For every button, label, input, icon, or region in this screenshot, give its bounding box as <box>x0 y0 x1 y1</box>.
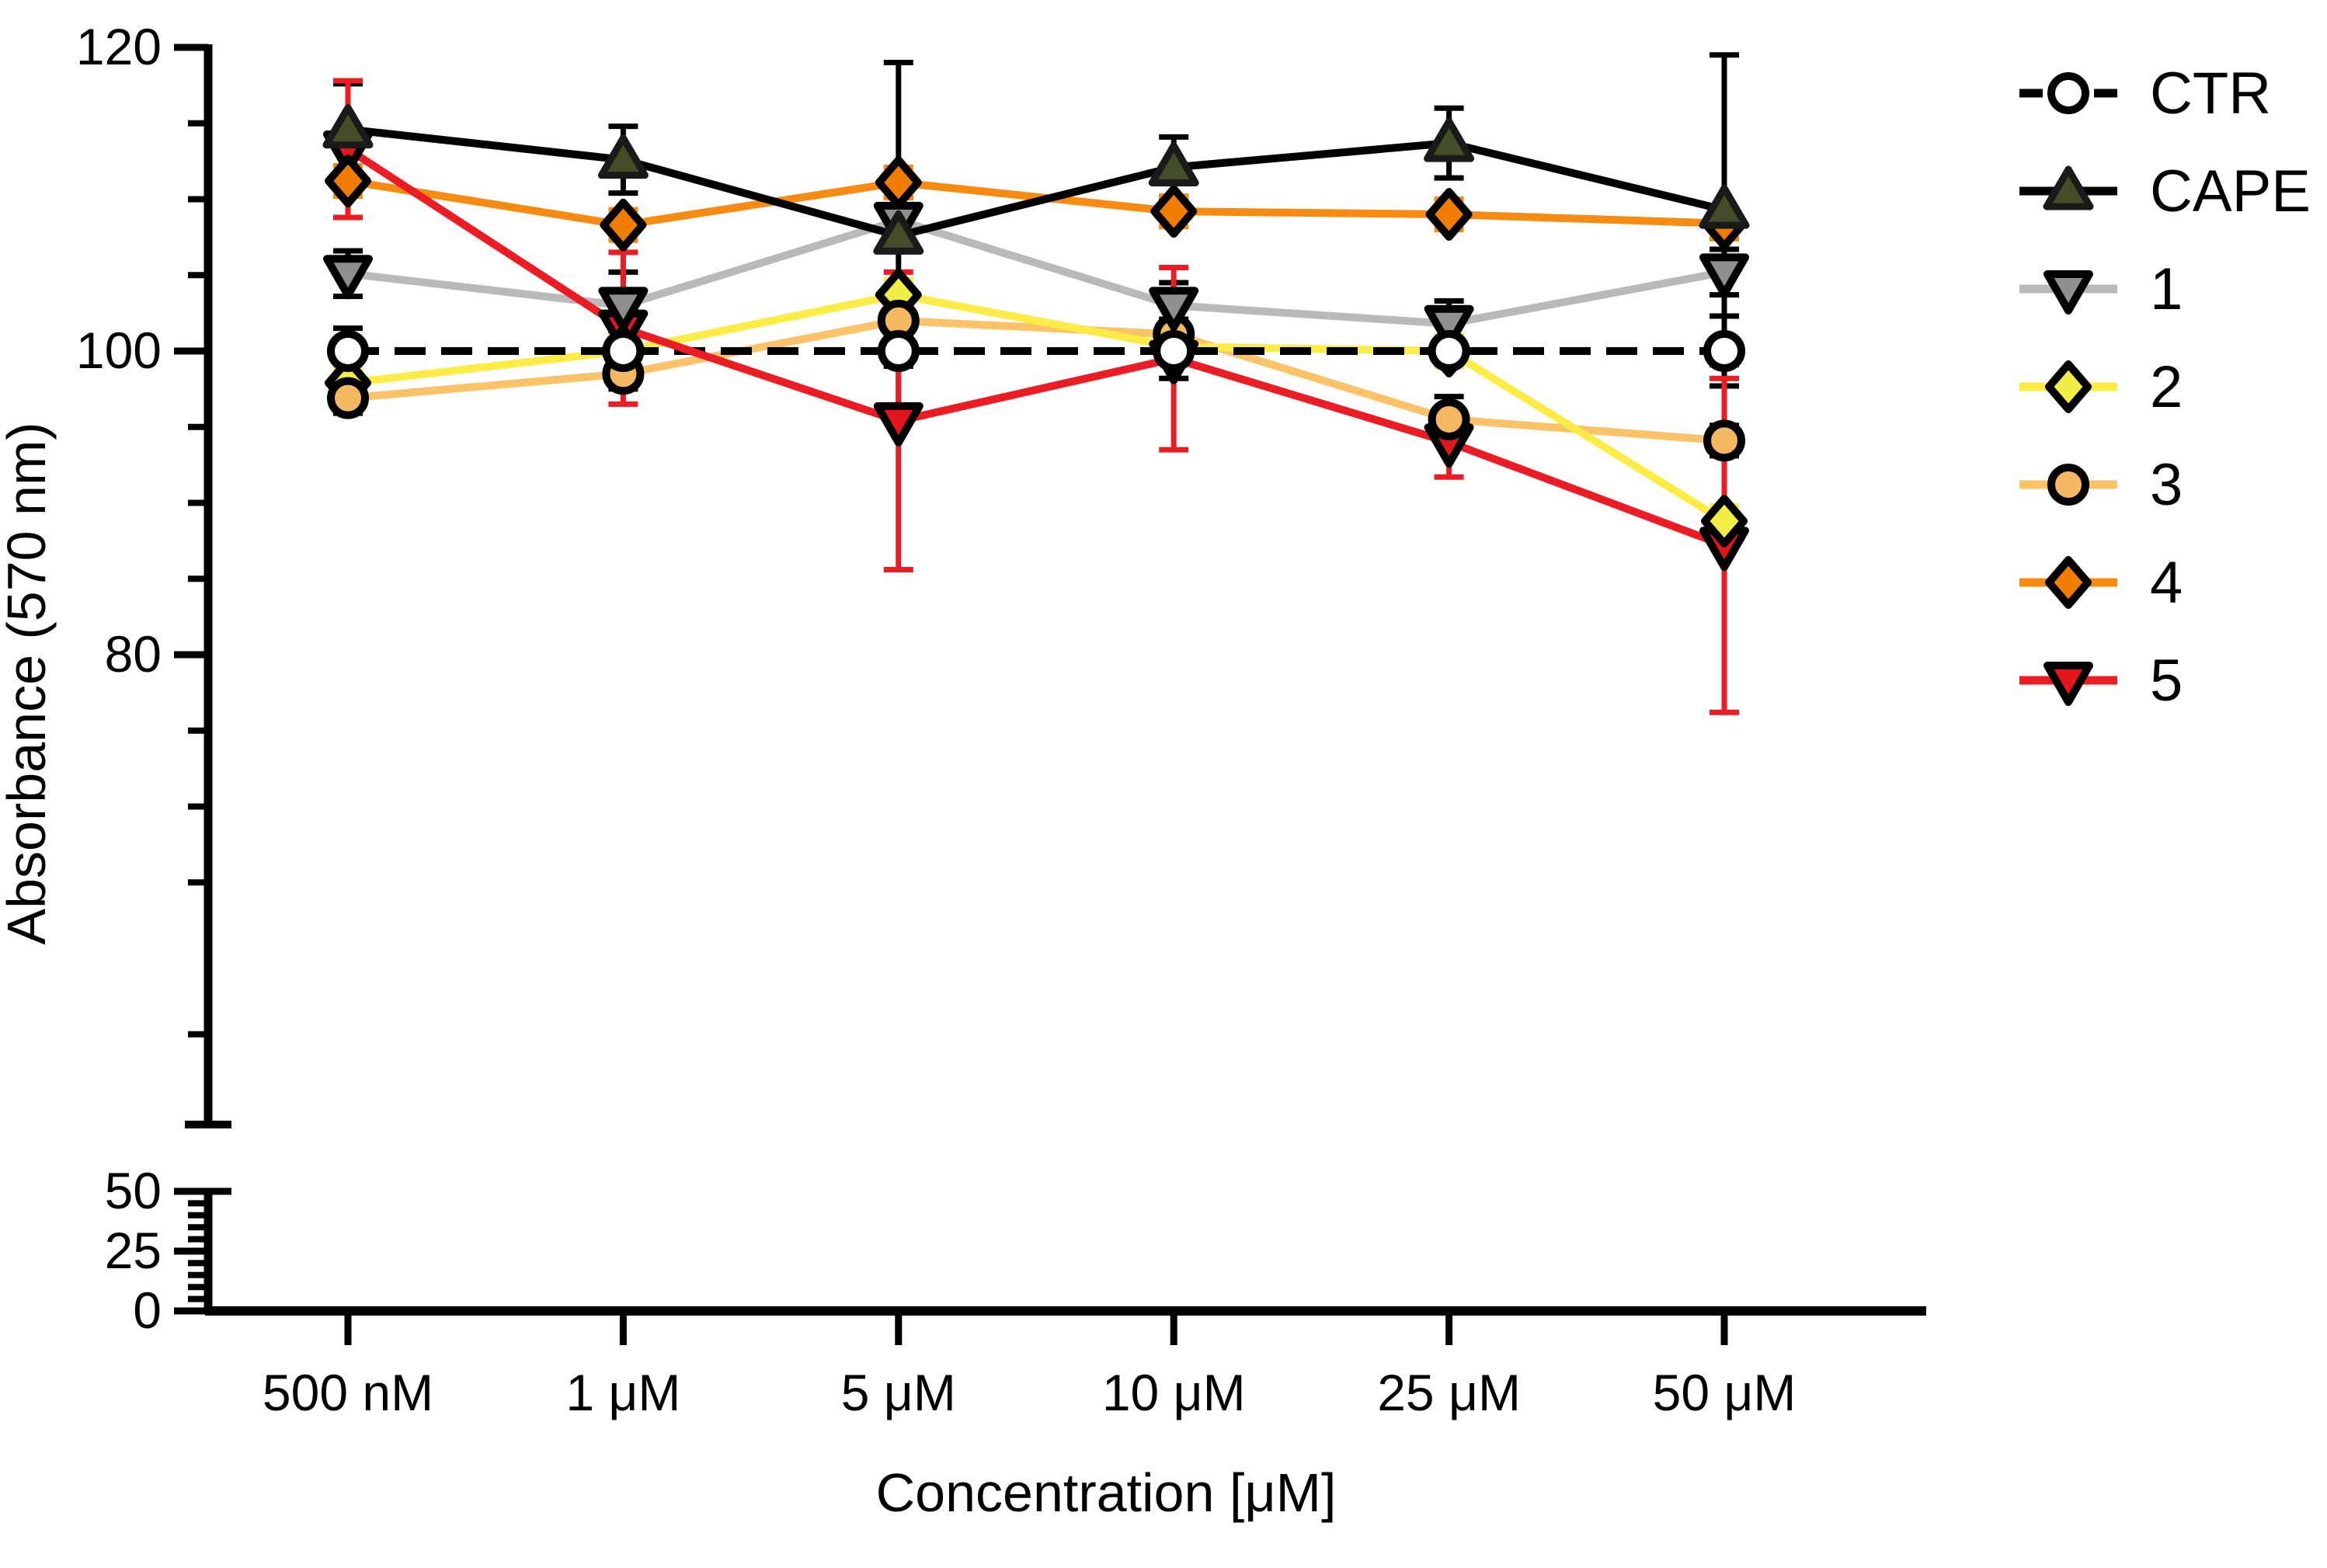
data-point-4 <box>600 198 647 252</box>
legend-marker-triangle-up-icon <box>2043 165 2094 210</box>
data-point-CTR <box>1703 330 1745 372</box>
legend-marker-circle-icon <box>2047 464 2089 506</box>
data-point-1 <box>598 287 649 332</box>
y-tick-label: 0 <box>133 1281 162 1339</box>
data-point-CTR <box>877 330 920 372</box>
series-markers-1 <box>323 201 1749 349</box>
legend: CTR CAPE 1 2 3 4 5 <box>2019 61 2311 714</box>
legend-label: CTR <box>2150 61 2271 127</box>
data-point-1 <box>1699 253 1749 298</box>
data-point-3 <box>1428 398 1470 440</box>
legend-label: 3 <box>2150 452 2183 518</box>
data-point-CTR <box>602 330 645 372</box>
series-line-2 <box>347 290 1727 525</box>
legend-marker-triangle-down-icon <box>2044 662 2093 706</box>
y-tick-label: 50 <box>105 1162 162 1219</box>
data-point-CTR <box>1428 330 1470 372</box>
legend-label: 5 <box>2150 648 2183 714</box>
series-markers-2 <box>325 268 1748 548</box>
data-point-2 <box>1701 494 1748 548</box>
data-point-1 <box>323 255 373 300</box>
x-axis-title: Concentration [μM] <box>876 1462 1337 1523</box>
series-markers-3 <box>327 299 1745 462</box>
y-tick-label: 80 <box>105 625 162 683</box>
series-line-1 <box>347 216 1725 328</box>
data-point-CAPE <box>597 134 649 179</box>
series-markers-CTR <box>327 330 1745 372</box>
legend-item-CAPE: CAPE <box>2019 158 2311 224</box>
data-point-CTR <box>327 330 369 372</box>
x-tick-label: 1 μM <box>565 1364 680 1421</box>
legend-item-4: 4 <box>2019 550 2183 616</box>
legend-item-3: 3 <box>2019 452 2183 518</box>
data-point-CAPE <box>1424 117 1475 162</box>
x-tick-label: 25 μM <box>1377 1364 1521 1421</box>
data-point-CAPE <box>1148 141 1199 186</box>
legend-marker-triangle-down-icon <box>2044 270 2093 315</box>
data-point-CAPE <box>1699 184 1750 229</box>
legend-marker-diamond-icon <box>2045 360 2092 413</box>
error-bars-CAPE <box>333 52 1739 412</box>
legend-label: 2 <box>2150 354 2183 420</box>
y-tick-label: 120 <box>76 18 162 75</box>
legend-item-2: 2 <box>2019 354 2183 420</box>
series-line-4 <box>347 177 1725 229</box>
y-tick-label: 100 <box>76 322 162 379</box>
legend-marker-circle-icon <box>2047 72 2089 114</box>
data-point-4 <box>325 155 371 208</box>
legend-item-CTR: CTR <box>2019 61 2271 127</box>
data-point-5 <box>873 402 923 447</box>
legend-item-5: 5 <box>2019 648 2183 714</box>
data-point-1 <box>1149 287 1199 332</box>
data-point-1 <box>1424 304 1474 349</box>
data-point-CAPE <box>873 210 924 255</box>
series-line-CAPE <box>347 125 1726 240</box>
legend-item-1: 1 <box>2019 256 2183 322</box>
series-lines-layer <box>346 125 1727 549</box>
data-point-3 <box>327 377 369 419</box>
legend-label: 4 <box>2150 550 2183 616</box>
data-point-4 <box>1425 188 1473 242</box>
series-line-3 <box>347 316 1725 445</box>
x-tick-label: 500 nM <box>263 1364 433 1421</box>
x-tick-label: 10 μM <box>1102 1364 1246 1421</box>
x-tick-label: 5 μM <box>841 1364 956 1421</box>
data-point-CAPE <box>322 104 374 149</box>
series-markers-CAPE <box>322 104 1750 255</box>
x-tick-label: 50 μM <box>1653 1364 1797 1421</box>
y-tick-label: 25 <box>105 1222 162 1279</box>
legend-label: CAPE <box>2150 158 2311 224</box>
data-point-4 <box>1150 185 1198 238</box>
data-point-CTR <box>1153 330 1195 372</box>
series-markers-layer <box>322 104 1750 572</box>
y-axis-title: Absorbance (570 nm) <box>0 422 57 944</box>
legend-marker-diamond-icon <box>2045 556 2092 609</box>
series-line-5 <box>346 145 1726 549</box>
legend-label: 1 <box>2150 256 2183 322</box>
data-point-3 <box>1703 419 1745 462</box>
